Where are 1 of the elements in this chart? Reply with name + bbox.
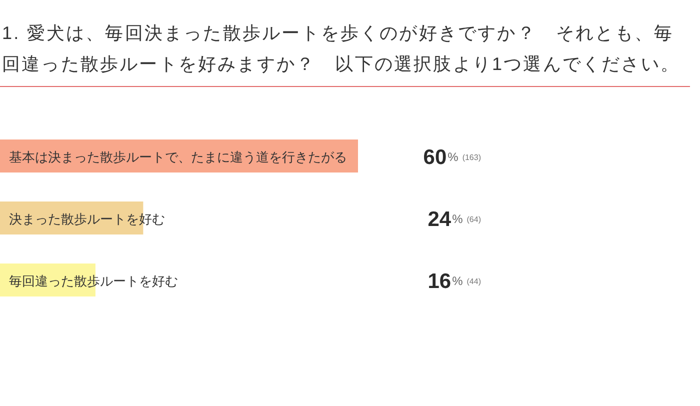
- title: 1. 愛犬は、毎回決まった散歩ルートを歩くのが好きですか？ それとも、毎回違った散歩ルートを好みますか？ 以下の選択肢より1つ選んでください。: [0, 18, 690, 87]
